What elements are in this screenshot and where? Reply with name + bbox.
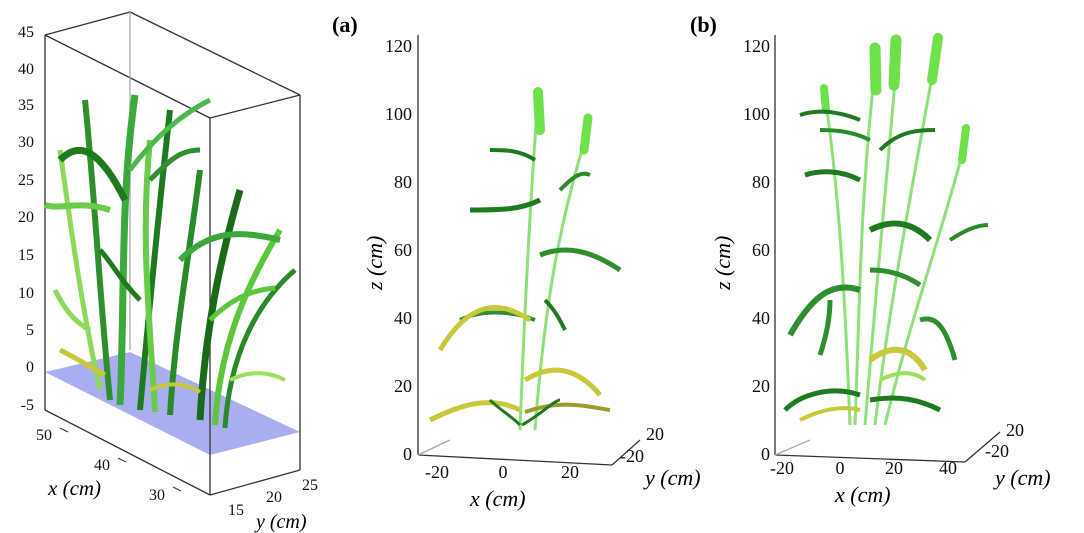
z-tick: 25 xyxy=(18,172,34,189)
x-tick: -20 xyxy=(425,462,449,482)
left-x-label: x (cm) xyxy=(47,476,101,500)
panel-a-x-ticks: -20 0 20 xyxy=(425,462,579,482)
z-tick: 0 xyxy=(761,444,770,464)
panel-b-label: (b) xyxy=(690,12,717,37)
z-tick: 45 xyxy=(18,24,34,41)
z-tick: 80 xyxy=(394,172,412,192)
plant-leaves-b xyxy=(783,33,989,426)
z-tick: 120 xyxy=(385,36,412,56)
panel-b-x-label: x (cm) xyxy=(834,482,891,507)
left-y-ticks: 15 20 25 xyxy=(228,477,318,519)
z-tick: 35 xyxy=(18,97,34,114)
y-tick: 15 xyxy=(228,502,244,519)
x-tick: 30 xyxy=(149,487,165,504)
x-tick: -20 xyxy=(770,458,794,478)
z-tick: 5 xyxy=(26,322,34,339)
z-tick: 60 xyxy=(394,240,412,260)
x-tick: 0 xyxy=(836,458,845,478)
panel-a-label: (a) xyxy=(332,12,358,37)
y-tick: 25 xyxy=(302,477,318,494)
x-tick: 20 xyxy=(885,458,903,478)
panel-b-y-ticks: 20 -20 xyxy=(985,420,1024,461)
z-tick: 10 xyxy=(18,285,34,302)
panel-b-x-ticks: -20 0 20 40 xyxy=(770,458,957,478)
z-tick: 100 xyxy=(743,104,770,124)
z-tick: -5 xyxy=(21,397,34,414)
y-tick: 20 xyxy=(266,489,282,506)
z-tick: 40 xyxy=(18,61,34,78)
panel-b: (b) xyxy=(690,12,1051,507)
z-tick: 20 xyxy=(394,376,412,396)
panel-b-axes xyxy=(774,35,1001,463)
panel-a-axes xyxy=(417,35,641,466)
z-tick: 0 xyxy=(26,359,34,376)
z-tick: 100 xyxy=(385,104,412,124)
panel-a-z-label: z (cm) xyxy=(362,236,387,291)
z-tick: 60 xyxy=(752,240,770,260)
plant-leaves-a xyxy=(428,87,622,431)
panel-a-y-label: y (cm) xyxy=(643,465,701,490)
y-tick: -20 xyxy=(985,441,1009,461)
left-panel: 45 40 35 30 25 20 15 10 5 0 -5 50 40 30 … xyxy=(18,11,318,533)
panel-b-z-ticks: 120 100 80 60 40 20 0 xyxy=(743,36,770,464)
x-tick: 40 xyxy=(939,458,957,478)
panel-b-y-label: y (cm) xyxy=(993,465,1051,490)
panel-a-x-label: x (cm) xyxy=(469,486,526,511)
x-tick: 0 xyxy=(499,462,508,482)
x-tick: 20 xyxy=(561,462,579,482)
z-tick: 80 xyxy=(752,172,770,192)
z-tick: 0 xyxy=(403,444,412,464)
left-z-ticks: 45 40 35 30 25 20 15 10 5 0 -5 xyxy=(18,24,34,414)
z-tick: 40 xyxy=(394,308,412,328)
z-tick: 20 xyxy=(18,209,34,226)
left-y-label: y (cm) xyxy=(254,511,307,533)
z-tick: 120 xyxy=(743,36,770,56)
x-tick: 50 xyxy=(36,427,52,444)
panel-a: (a) 120 xyxy=(332,12,701,511)
plant-leaves-left xyxy=(44,94,297,429)
y-tick: 20 xyxy=(646,424,664,444)
z-tick: 30 xyxy=(18,134,34,151)
y-tick: -20 xyxy=(620,446,644,466)
panel-a-z-ticks: 120 100 80 60 40 20 0 xyxy=(385,36,412,464)
y-tick: 20 xyxy=(1006,420,1024,440)
x-tick: 40 xyxy=(94,457,110,474)
panel-b-z-label: z (cm) xyxy=(710,236,735,291)
left-x-ticks: 50 40 30 xyxy=(36,427,182,504)
panel-a-y-ticks: 20 -20 xyxy=(620,424,664,466)
z-tick: 20 xyxy=(752,376,770,396)
z-tick: 40 xyxy=(752,308,770,328)
z-tick: 15 xyxy=(18,247,34,264)
